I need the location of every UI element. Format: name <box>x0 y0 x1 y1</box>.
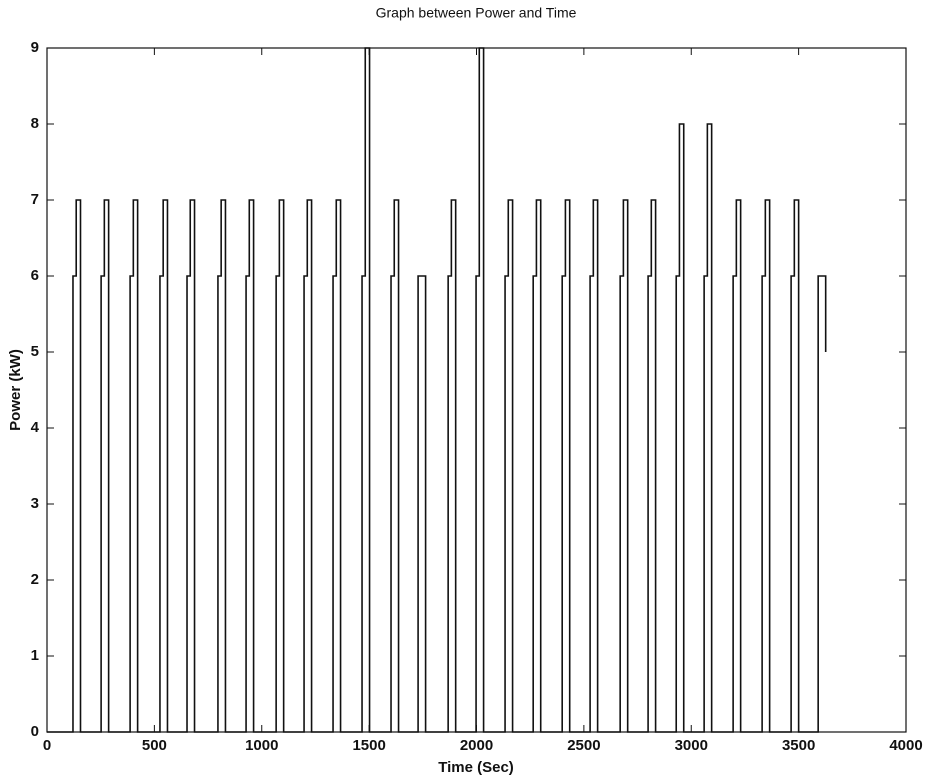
y-tick-label: 6 <box>31 267 39 284</box>
x-tick-label: 2500 <box>567 737 600 754</box>
x-tick-label: 3000 <box>675 737 708 754</box>
power-line <box>47 47 827 733</box>
x-tick-label: 1000 <box>245 737 278 754</box>
x-tick-label: 500 <box>142 737 167 754</box>
y-tick-label: 2 <box>31 571 39 588</box>
x-axis-label: Time (Sec) <box>438 759 514 776</box>
y-tick-label: 1 <box>31 647 39 664</box>
y-tick-label: 3 <box>31 495 39 512</box>
y-tick-label: 4 <box>31 419 40 436</box>
x-tick-label: 3500 <box>782 737 815 754</box>
y-tick-label: 9 <box>31 39 39 56</box>
x-tick-label: 0 <box>43 737 51 754</box>
x-tick-label: 2000 <box>460 737 493 754</box>
x-tick-label: 1500 <box>352 737 385 754</box>
y-tick-label: 0 <box>31 723 39 740</box>
y-axis-label: Power (kW) <box>7 349 24 431</box>
y-tick-label: 8 <box>31 115 39 132</box>
y-tick-label: 5 <box>31 343 39 360</box>
x-tick-label: 4000 <box>889 737 922 754</box>
chart-title: Graph between Power and Time <box>376 5 577 21</box>
y-tick-label: 7 <box>31 191 39 208</box>
